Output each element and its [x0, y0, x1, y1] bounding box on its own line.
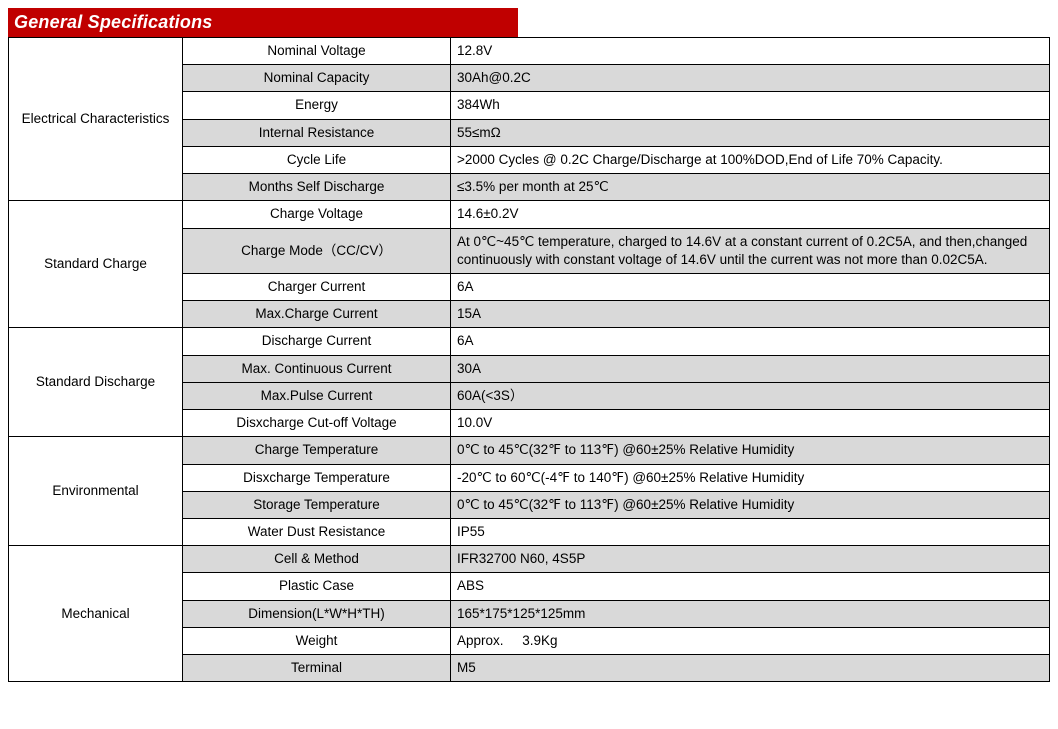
- param-label: Charger Current: [183, 273, 451, 300]
- param-value: 384Wh: [451, 92, 1050, 119]
- table-row: Standard ChargeCharge Voltage14.6±0.2V: [9, 201, 1050, 228]
- param-label: Max.Charge Current: [183, 301, 451, 328]
- param-value: 6A: [451, 328, 1050, 355]
- param-label: Dimension(L*W*H*TH): [183, 600, 451, 627]
- param-value: M5: [451, 655, 1050, 682]
- group-label: Standard Charge: [9, 201, 183, 328]
- group-label: Environmental: [9, 437, 183, 546]
- param-value: 0℃ to 45℃(32℉ to 113℉) @60±25% Relative …: [451, 437, 1050, 464]
- param-label: Charge Voltage: [183, 201, 451, 228]
- param-value: IFR32700 N60, 4S5P: [451, 546, 1050, 573]
- param-label: Terminal: [183, 655, 451, 682]
- group-label: Mechanical: [9, 546, 183, 682]
- param-label: Nominal Capacity: [183, 65, 451, 92]
- param-value: ≤3.5% per month at 25℃: [451, 174, 1050, 201]
- param-label: Plastic Case: [183, 573, 451, 600]
- param-value: 10.0V: [451, 410, 1050, 437]
- param-value: 14.6±0.2V: [451, 201, 1050, 228]
- param-value: 165*175*125*125mm: [451, 600, 1050, 627]
- param-label: Weight: [183, 627, 451, 654]
- table-row: EnvironmentalCharge Temperature0℃ to 45℃…: [9, 437, 1050, 464]
- param-label: Discharge Current: [183, 328, 451, 355]
- param-value: 6A: [451, 273, 1050, 300]
- param-value: 12.8V: [451, 38, 1050, 65]
- group-label: Electrical Characteristics: [9, 38, 183, 201]
- group-label: Standard Discharge: [9, 328, 183, 437]
- param-label: Internal Resistance: [183, 119, 451, 146]
- param-value: 0℃ to 45℃(32℉ to 113℉) @60±25% Relative …: [451, 491, 1050, 518]
- param-label: Cycle Life: [183, 146, 451, 173]
- param-value: IP55: [451, 518, 1050, 545]
- param-label: Months Self Discharge: [183, 174, 451, 201]
- section-title: General Specifications: [8, 8, 518, 37]
- param-label: Charge Mode（CC/CV）: [183, 228, 451, 273]
- param-value: ABS: [451, 573, 1050, 600]
- param-label: Charge Temperature: [183, 437, 451, 464]
- param-value: 30Ah@0.2C: [451, 65, 1050, 92]
- param-value: -20℃ to 60℃(-4℉ to 140℉) @60±25% Relativ…: [451, 464, 1050, 491]
- param-label: Energy: [183, 92, 451, 119]
- param-value: 55≤mΩ: [451, 119, 1050, 146]
- param-value: 60A(<3S）: [451, 382, 1050, 409]
- spec-table: Electrical CharacteristicsNominal Voltag…: [8, 37, 1050, 682]
- param-value: 30A: [451, 355, 1050, 382]
- param-label: Nominal Voltage: [183, 38, 451, 65]
- param-value: >2000 Cycles @ 0.2C Charge/Discharge at …: [451, 146, 1050, 173]
- param-value: At 0℃~45℃ temperature, charged to 14.6V …: [451, 228, 1050, 273]
- param-label: Disxcharge Temperature: [183, 464, 451, 491]
- param-label: Cell & Method: [183, 546, 451, 573]
- table-row: Standard DischargeDischarge Current6A: [9, 328, 1050, 355]
- table-row: Electrical CharacteristicsNominal Voltag…: [9, 38, 1050, 65]
- param-label: Storage Temperature: [183, 491, 451, 518]
- param-label: Max. Continuous Current: [183, 355, 451, 382]
- param-value: 15A: [451, 301, 1050, 328]
- table-row: MechanicalCell & MethodIFR32700 N60, 4S5…: [9, 546, 1050, 573]
- param-label: Max.Pulse Current: [183, 382, 451, 409]
- param-label: Water Dust Resistance: [183, 518, 451, 545]
- param-label: Disxcharge Cut-off Voltage: [183, 410, 451, 437]
- param-value: Approx. 3.9Kg: [451, 627, 1050, 654]
